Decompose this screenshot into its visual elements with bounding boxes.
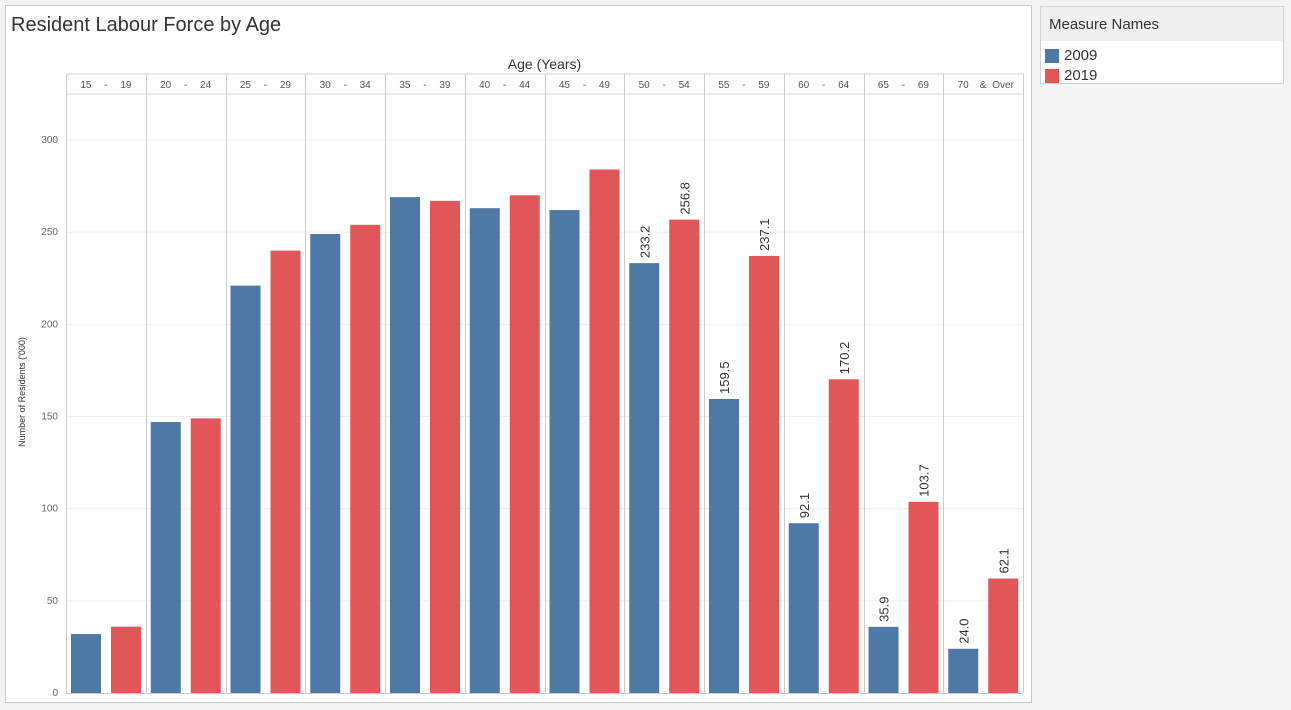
category-label: 39 (439, 80, 451, 91)
bar-2019-4 (430, 200, 460, 693)
category-label: 50 (639, 80, 651, 91)
y-tick-label: 300 (41, 135, 58, 146)
category-label: 30 (320, 80, 332, 91)
bar-2009-7 (629, 263, 660, 693)
y-axis-title: Number of Residents ('000) (17, 337, 27, 447)
bar-2009-10 (868, 626, 899, 693)
data-label-2009-10: 35.9 (877, 597, 892, 622)
category-label: & (980, 80, 987, 91)
legend-title: Measure Names (1041, 7, 1283, 41)
bar-2019-2 (270, 250, 301, 693)
data-label-2019-7: 256.8 (677, 182, 692, 215)
x-axis-title: Age (Years) (508, 56, 581, 72)
category-label: 40 (479, 80, 491, 91)
data-label-2019-10: 103.7 (917, 464, 932, 497)
bar-2019-8 (749, 255, 779, 693)
category-label: Over (992, 80, 1014, 91)
bar-2019-10 (908, 501, 939, 693)
bar-2009-0 (71, 634, 101, 693)
category-label: 35 (399, 80, 411, 91)
bar-2019-3 (350, 224, 381, 693)
bar-2019-7 (669, 219, 700, 693)
category-label: - (264, 80, 267, 91)
bar-2009-11 (948, 648, 979, 693)
bar-2009-8 (709, 398, 739, 693)
legend-swatch-2019 (1045, 69, 1059, 83)
data-label-2009-7: 233.2 (637, 226, 652, 259)
category-label: 20 (160, 80, 172, 91)
bar-2009-6 (549, 210, 580, 693)
bar-2009-1 (150, 422, 181, 693)
bar-2009-2 (230, 285, 261, 693)
category-label: 49 (599, 80, 611, 91)
category-label: - (503, 80, 506, 91)
category-label: - (184, 80, 187, 91)
y-tick-label: 150 (41, 412, 58, 423)
category-label: 55 (718, 80, 730, 91)
bar-2019-11 (988, 578, 1019, 693)
category-label: - (104, 80, 107, 91)
bar-2009-9 (788, 523, 819, 693)
bar-2019-0 (111, 626, 141, 693)
bar-2019-1 (190, 418, 221, 693)
data-label-2009-9: 92.1 (797, 493, 812, 518)
category-label: 64 (838, 80, 850, 91)
category-label: 29 (280, 80, 292, 91)
category-label: - (343, 80, 346, 91)
legend[interactable]: Measure Names 2009 2019 (1040, 6, 1284, 84)
category-label: 44 (519, 80, 531, 91)
bar-2009-4 (390, 197, 420, 694)
bar-2019-6 (589, 169, 620, 693)
chart-title: Resident Labour Force by Age (11, 14, 282, 36)
category-label: 54 (679, 80, 691, 91)
category-label: 59 (758, 80, 770, 91)
y-tick-label: 100 (41, 504, 58, 515)
category-label: 70 (958, 80, 970, 91)
category-label: - (423, 80, 426, 91)
category-label: 60 (798, 80, 810, 91)
category-label: 19 (120, 80, 132, 91)
legend-swatch-2009 (1045, 49, 1059, 63)
category-label: 34 (360, 80, 372, 91)
category-label: - (822, 80, 825, 91)
category-label: - (583, 80, 586, 91)
category-label: - (662, 80, 665, 91)
bar-2019-5 (509, 195, 540, 694)
data-label-2019-11: 62.1 (996, 548, 1011, 573)
bar-2009-5 (469, 208, 500, 693)
bar-2019-9 (828, 379, 859, 693)
data-label-2019-9: 170.2 (837, 342, 852, 375)
category-label: 24 (200, 80, 212, 91)
data-label-2019-8: 237.1 (757, 218, 772, 251)
category-label: 25 (240, 80, 252, 91)
category-label: 15 (80, 80, 92, 91)
category-label: - (742, 80, 745, 91)
data-label-2009-8: 159.5 (717, 361, 732, 394)
y-tick-label: 250 (41, 227, 58, 238)
category-label: 69 (918, 80, 930, 91)
y-tick-label: 50 (47, 596, 59, 607)
bar-2009-3 (310, 234, 341, 693)
category-label: 65 (878, 80, 890, 91)
y-tick-label: 200 (41, 319, 58, 330)
category-label: 45 (559, 80, 571, 91)
legend-label-2009: 2009 (1064, 47, 1098, 64)
y-tick-label: 0 (52, 688, 58, 699)
legend-label-2019: 2019 (1064, 67, 1098, 84)
data-label-2009-11: 24.0 (956, 618, 971, 643)
category-label: - (902, 80, 905, 91)
